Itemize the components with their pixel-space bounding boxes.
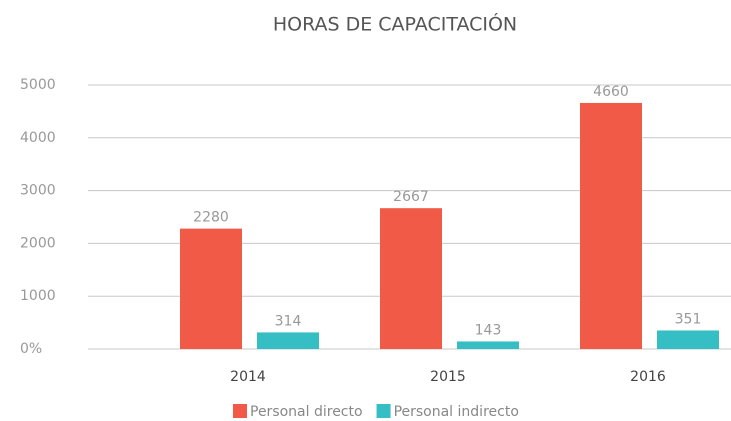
data-label: 4660: [593, 84, 629, 100]
bar: [457, 341, 519, 349]
y-tick-label: 3000: [20, 183, 56, 199]
x-tick-label: 2014: [230, 369, 266, 385]
bar: [580, 102, 642, 350]
x-tick-label: 2016: [630, 369, 666, 385]
x-tick-label: 2015: [430, 369, 466, 385]
data-label: 351: [675, 311, 702, 327]
bar: [657, 330, 719, 349]
bar: [380, 208, 442, 349]
data-label: 2280: [193, 210, 229, 226]
legend-swatch: [233, 404, 247, 418]
data-label: 143: [475, 322, 502, 338]
y-tick-label: 4000: [20, 130, 56, 146]
y-tick-label: 5000: [20, 77, 56, 93]
bar: [180, 228, 242, 349]
y-tick-label: 1000: [20, 288, 56, 304]
legend-label: Personal indirecto: [394, 404, 519, 420]
chart-title: HORAS DE CAPACITACIÓN: [273, 12, 517, 36]
y-tick-label: 2000: [20, 235, 56, 251]
legend-label: Personal directo: [250, 404, 363, 420]
legend-swatch: [376, 404, 391, 418]
y-tick-label: 0%: [20, 341, 42, 357]
data-label: 314: [275, 313, 302, 329]
data-label: 2667: [393, 189, 429, 205]
bar: [257, 332, 319, 349]
